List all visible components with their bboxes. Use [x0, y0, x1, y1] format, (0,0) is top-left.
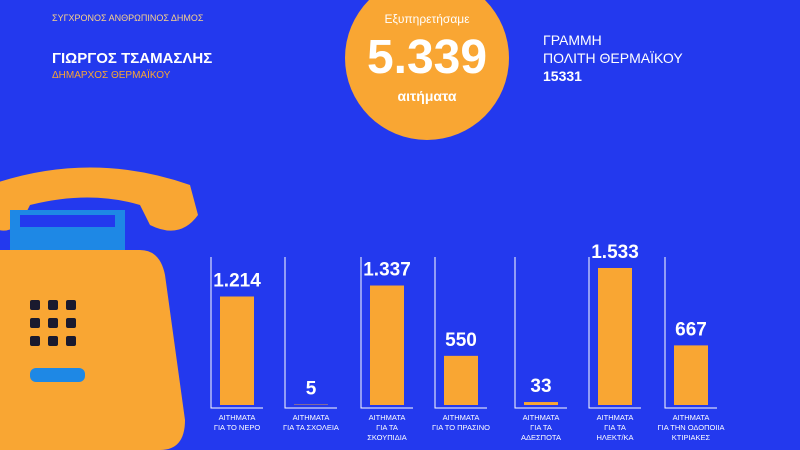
x-tick-label: ΑΙΤΗΜΑΤΑ ΓΙΑ ΤΑ ΗΛΕΚΤ/ΚΑ — [596, 413, 634, 442]
mayor-role: ΔΗΜΑΡΧΟΣ ΘΕΡΜΑΪΚΟΥ — [52, 70, 171, 81]
hotline-number: 15331 — [543, 68, 582, 84]
x-tick-label: ΑΙΤΗΜΑΤΑ ΓΙΑ ΤΟ ΠΡΑΣΙΝΟ — [432, 413, 490, 432]
bar — [220, 296, 254, 405]
x-tick-label: ΑΙΤΗΜΑΤΑ ΓΙΑ ΤΑ ΣΚΟΥΠΙΔΙΑ — [367, 413, 407, 442]
bracket — [514, 257, 567, 409]
bracket — [284, 257, 337, 409]
value-label: 5 — [306, 379, 317, 400]
x-tick-label: ΑΙΤΗΜΑΤΑ ΓΙΑ ΤΑ ΣΧΟΛΕΙΑ — [283, 413, 339, 432]
badge-top: Εξυπηρετήσαμε — [384, 12, 470, 26]
badge-bottom: αιτήματα — [397, 88, 457, 104]
x-tick-label: ΑΙΤΗΜΑΤΑ ΓΙΑ ΤΗΝ ΟΔΟΠΟΙΙΑ ΚΤΙΡΙΑΚΕΣ — [657, 413, 725, 442]
bar — [444, 355, 478, 405]
bracket — [360, 257, 413, 409]
bracket — [588, 257, 641, 409]
value-label: 1.214 — [213, 270, 261, 291]
value-label: 550 — [445, 330, 477, 351]
bracket — [664, 257, 717, 409]
x-tick-label: ΑΙΤΗΜΑΤΑ ΓΙΑ ΤΑ ΑΔΕΣΠΟΤΑ — [521, 413, 561, 442]
x-tick-label: ΑΙΤΗΜΑΤΑ ΓΙΑ ΤΟ ΝΕΡΟ — [213, 413, 261, 432]
bar — [370, 285, 404, 405]
bracket — [434, 257, 487, 409]
badge-total: 5.339 — [366, 31, 488, 84]
hotline-line2: ΠΟΛΙΤΗ ΘΕΡΜΑΪΚΟΥ — [543, 50, 683, 66]
value-label: 1.533 — [591, 242, 639, 263]
bracket — [210, 257, 263, 409]
phone-illustration — [0, 167, 198, 450]
slogan: ΣΥΓΧΡΟΝΟΣ ΑΝΘΡΩΠΙΝΟΣ ΔΗΜΟΣ — [52, 13, 204, 23]
value-label: 33 — [530, 376, 551, 397]
badge-circle — [345, 0, 509, 140]
mayor-name: ΓΙΩΡΓΟΣ ΤΣΑΜΑΣΛΗΣ — [52, 50, 213, 67]
bar — [674, 345, 708, 405]
bar — [524, 402, 558, 405]
value-label: 1.337 — [363, 260, 411, 281]
bar — [598, 267, 632, 405]
hotline-line1: ΓΡΑΜΜΗ — [543, 32, 602, 48]
value-label: 667 — [675, 319, 707, 340]
